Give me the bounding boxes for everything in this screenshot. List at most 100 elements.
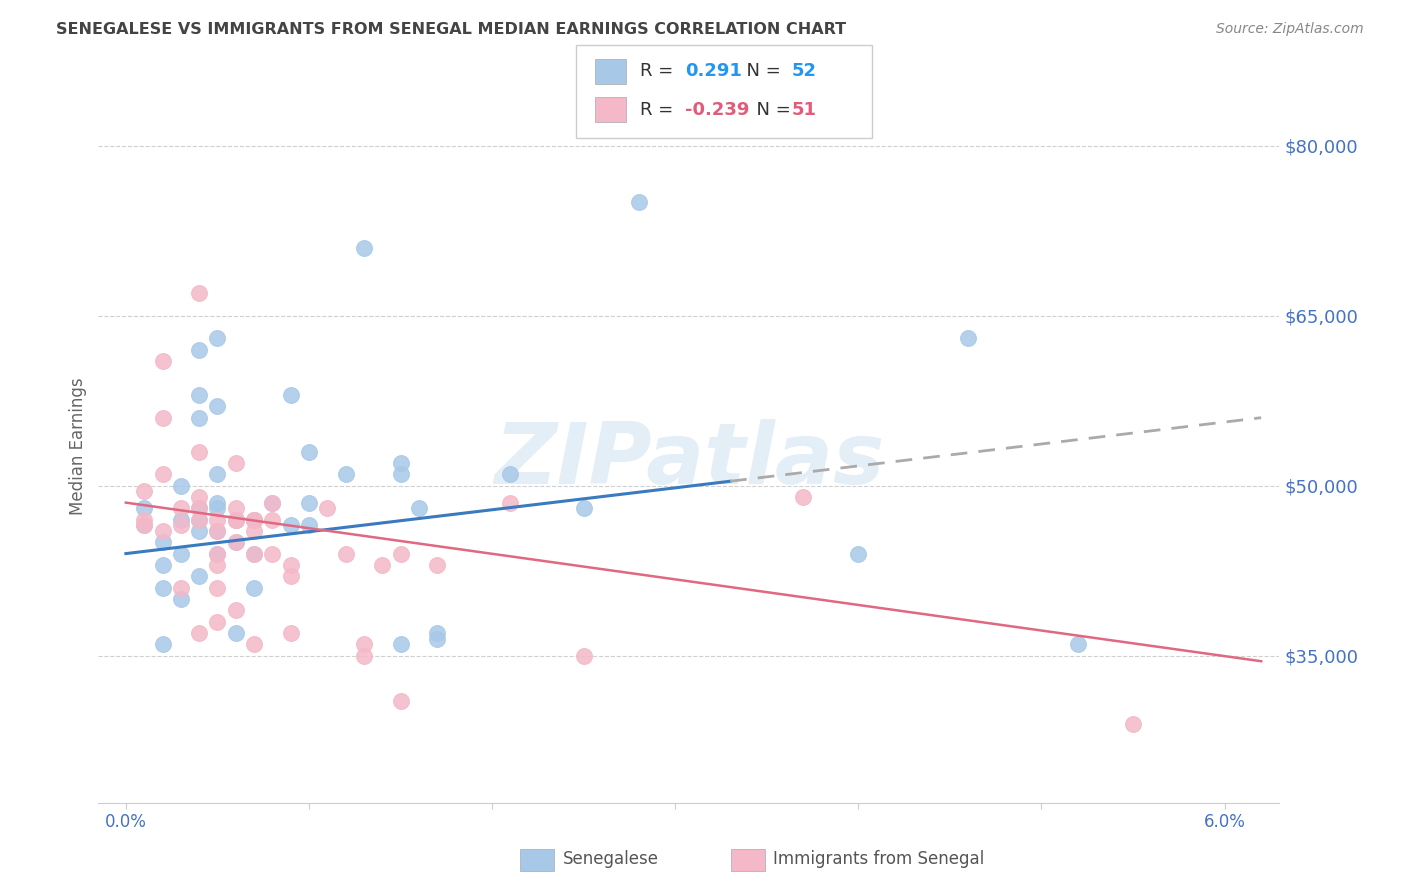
Point	[188, 569, 211, 583]
Point	[353, 241, 375, 255]
Text: R =: R =	[640, 101, 679, 119]
Point	[188, 501, 211, 516]
Point	[225, 535, 247, 549]
Point	[243, 524, 266, 538]
Point	[353, 648, 375, 663]
Point	[225, 513, 247, 527]
Point	[280, 558, 302, 572]
Point	[188, 524, 211, 538]
Point	[280, 626, 302, 640]
Point	[389, 694, 412, 708]
Point	[207, 581, 229, 595]
Point	[170, 478, 193, 492]
Point	[499, 467, 522, 482]
Point	[335, 547, 357, 561]
Point	[243, 513, 266, 527]
Text: N =: N =	[745, 101, 797, 119]
Point	[1122, 716, 1144, 731]
Point	[262, 547, 284, 561]
Point	[207, 524, 229, 538]
Point	[207, 547, 229, 561]
Point	[207, 615, 229, 629]
Point	[207, 513, 229, 527]
Point	[499, 495, 522, 509]
Point	[298, 495, 321, 509]
Point	[207, 495, 229, 509]
Point	[280, 569, 302, 583]
Point	[225, 603, 247, 617]
Point	[170, 513, 193, 527]
Text: SENEGALESE VS IMMIGRANTS FROM SENEGAL MEDIAN EARNINGS CORRELATION CHART: SENEGALESE VS IMMIGRANTS FROM SENEGAL ME…	[56, 22, 846, 37]
Point	[134, 518, 156, 533]
Point	[188, 501, 211, 516]
Point	[371, 558, 394, 572]
Point	[170, 518, 193, 533]
Point	[188, 513, 211, 527]
Text: 51: 51	[792, 101, 817, 119]
Point	[335, 467, 357, 482]
Point	[188, 343, 211, 357]
Point	[298, 518, 321, 533]
Point	[152, 581, 174, 595]
Y-axis label: Median Earnings: Median Earnings	[69, 377, 87, 515]
Point	[572, 501, 595, 516]
Point	[225, 513, 247, 527]
Text: 52: 52	[792, 62, 817, 80]
Point	[298, 444, 321, 458]
Point	[152, 467, 174, 482]
Point	[207, 547, 229, 561]
Point	[280, 388, 302, 402]
Text: R =: R =	[640, 62, 679, 80]
Point	[225, 513, 247, 527]
Point	[353, 637, 375, 651]
Point	[188, 388, 211, 402]
Point	[627, 195, 650, 210]
Point	[170, 581, 193, 595]
Point	[426, 626, 449, 640]
Point	[316, 501, 339, 516]
Point	[207, 501, 229, 516]
Point	[792, 490, 814, 504]
Point	[152, 558, 174, 572]
Point	[846, 547, 869, 561]
Point	[207, 524, 229, 538]
Point	[243, 581, 266, 595]
Text: Source: ZipAtlas.com: Source: ZipAtlas.com	[1216, 22, 1364, 37]
Point	[262, 513, 284, 527]
Text: 0.291: 0.291	[685, 62, 741, 80]
Text: Senegalese: Senegalese	[562, 850, 658, 868]
Point	[262, 495, 284, 509]
Point	[188, 286, 211, 301]
Point	[389, 547, 412, 561]
Point	[207, 467, 229, 482]
Point	[408, 501, 430, 516]
Point	[207, 400, 229, 414]
Point	[225, 535, 247, 549]
Text: ZIPatlas: ZIPatlas	[494, 418, 884, 502]
Point	[170, 547, 193, 561]
Point	[262, 495, 284, 509]
Point	[134, 518, 156, 533]
Point	[243, 547, 266, 561]
Point	[572, 648, 595, 663]
Text: N =: N =	[735, 62, 787, 80]
Point	[426, 558, 449, 572]
Point	[426, 632, 449, 646]
Point	[152, 410, 174, 425]
Point	[225, 501, 247, 516]
Point	[152, 354, 174, 368]
Point	[389, 467, 412, 482]
Point	[170, 591, 193, 606]
Point	[170, 501, 193, 516]
Point	[389, 456, 412, 470]
Point	[225, 456, 247, 470]
Point	[957, 331, 980, 345]
Text: -0.239: -0.239	[685, 101, 749, 119]
Point	[389, 637, 412, 651]
Point	[225, 513, 247, 527]
Point	[134, 484, 156, 499]
Point	[243, 513, 266, 527]
Point	[243, 637, 266, 651]
Point	[188, 513, 211, 527]
Point	[243, 513, 266, 527]
